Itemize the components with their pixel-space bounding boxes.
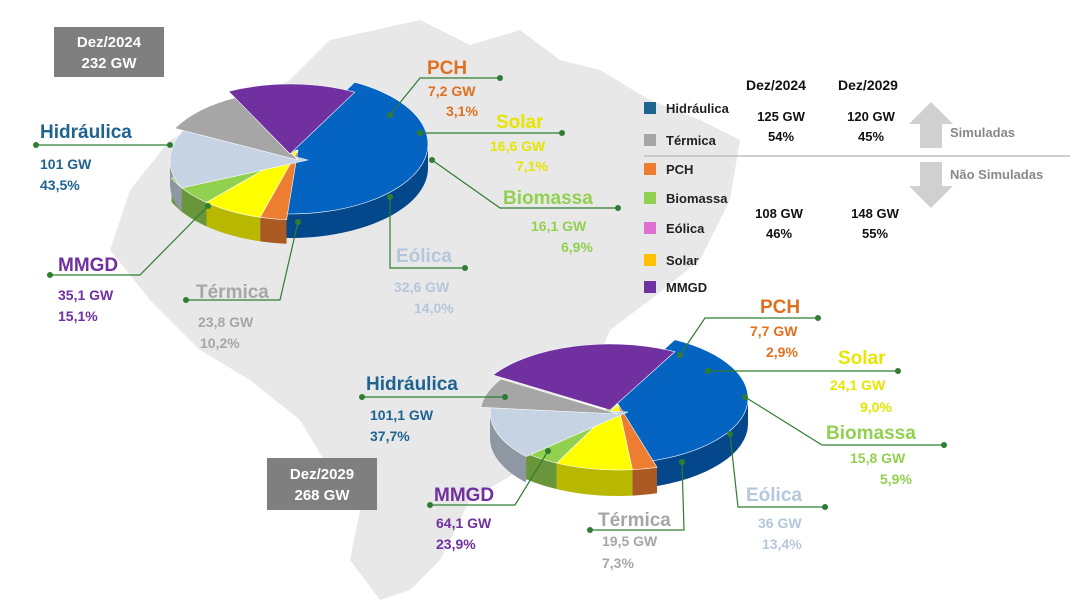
label-2024-solar: Solar [496,112,544,133]
legend-swatch-pch [644,163,656,175]
value-2024-hidraulica-gw: 101 GW [40,156,92,172]
legend-label-termica: Térmica [666,133,717,148]
value-2024-solar-gw: 16,6 GW [490,138,546,154]
legend-swatch-termica [644,134,656,146]
labels-2024: Hidráulica 101 GW 43,5% PCH 7,2 GW 3,1% … [33,58,621,351]
label-2024-termica: Térmica [196,282,269,303]
nao-simuladas-2029-pct: 55% [862,226,888,241]
simuladas-2029-gw: 120 GW [847,109,895,124]
label-2024-eolica: Eólica [396,246,452,267]
value-2029-solar-pct: 9,0% [860,399,892,415]
arrow-up-icon [909,102,953,148]
legend-swatch-mmgd [644,281,656,293]
value-2029-mmgd-gw: 64,1 GW [436,515,492,531]
value-2029-eolica-pct: 13,4% [762,536,802,552]
value-2029-termica-pct: 7,3% [602,555,634,571]
pie-slice-mmgd [228,83,356,155]
total-box-2029-value: 268 GW [294,487,350,504]
nao-simuladas-2024-gw: 108 GW [755,206,803,221]
value-2029-termica-gw: 19,5 GW [602,533,658,549]
legend-label-eolica: Eólica [666,221,705,236]
total-box-2024-title: Dez/2024 [77,34,142,51]
value-2024-biomassa-gw: 16,1 GW [531,218,587,234]
legend-label-mmgd: MMGD [666,280,707,295]
value-2024-pch-gw: 7,2 GW [428,83,476,99]
pie-chart-2029 [480,339,749,496]
pie-side-solar [556,463,633,496]
pie-side-pch [260,217,287,244]
value-2029-solar-gw: 24,1 GW [830,377,886,393]
simuladas-2029-pct: 45% [858,129,884,144]
pie-side-solar [206,202,261,242]
total-box-2029: Dez/2029 268 GW [267,458,377,510]
value-2029-pch-gw: 7,7 GW [750,323,798,339]
label-2029-hidraulica: Hidráulica [366,374,458,395]
label-2029-pch: PCH [760,297,800,318]
legend-label-biomassa: Biomassa [666,191,728,206]
nao-simuladas-2024-pct: 46% [766,226,792,241]
legend-swatch-solar [644,254,656,266]
pie-side-pch [632,467,657,496]
value-2024-mmgd-pct: 15,1% [58,308,98,324]
summary-table: Dez/2024 Dez/2029 125 GW 54% 120 GW 45% … [644,77,1070,241]
value-2024-termica-gw: 23,8 GW [198,314,254,330]
value-2029-biomassa-gw: 15,8 GW [850,450,906,466]
value-2024-termica-pct: 10,2% [200,335,240,351]
value-2029-biomassa-pct: 5,9% [880,471,912,487]
total-box-2024-value: 232 GW [81,55,137,72]
legend-swatch-eolica [644,222,656,234]
arrow-down-icon [909,162,953,208]
value-2029-pch-pct: 2,9% [766,344,798,360]
label-2029-mmgd: MMGD [434,485,494,506]
label-2029-termica: Térmica [598,510,671,531]
pie-slice-mmgd [492,343,676,411]
table-header-2029: Dez/2029 [838,77,898,93]
simuladas-2024-gw: 125 GW [757,109,805,124]
simuladas-2024-pct: 54% [768,129,794,144]
legend-swatch-hidraulica [644,102,656,114]
pie-side-hidráulica [648,398,748,488]
label-2029-biomassa: Biomassa [826,423,916,444]
value-2024-hidraulica-pct: 43,5% [40,177,80,193]
total-box-2029-title: Dez/2029 [290,466,354,483]
legend-label-hidraulica: Hidráulica [666,101,730,116]
value-2029-mmgd-pct: 23,9% [436,536,476,552]
pie-slice-térmica [174,96,299,161]
label-2024-mmgd: MMGD [58,255,118,276]
pie-slice-eólica [169,128,309,189]
nao-simuladas-label: Não Simuladas [950,167,1043,182]
value-2029-hidraulica-gw: 101,1 GW [370,407,434,423]
label-2029-eolica: Eólica [746,485,802,506]
pie-side-eólica [490,412,527,483]
label-2029-solar: Solar [838,348,886,369]
pie-side-hidráulica [278,144,428,238]
value-2024-eolica-gw: 32,6 GW [394,279,450,295]
value-2024-solar-pct: 7,1% [516,158,548,174]
label-2024-biomassa: Biomassa [503,188,593,209]
legend-label-pch: PCH [666,162,693,177]
pie-side-eólica [170,160,182,213]
label-2024-pch: PCH [427,58,467,79]
legend-swatch-biomassa [644,192,656,204]
legend-label-solar: Solar [666,253,699,268]
simuladas-label: Simuladas [950,125,1015,140]
table-header-2024: Dez/2024 [746,77,806,93]
legend: Hidráulica Térmica PCH Biomassa Eólica S… [644,101,730,295]
label-2024-hidraulica: Hidráulica [40,122,132,143]
value-2024-eolica-pct: 14,0% [414,300,454,316]
nao-simuladas-2029-gw: 148 GW [851,206,899,221]
value-2024-pch-pct: 3,1% [446,103,478,119]
pie-slice-térmica [480,378,619,415]
value-2024-mmgd-gw: 35,1 GW [58,287,114,303]
pie-side-biomassa [516,448,557,490]
value-2029-hidraulica-pct: 37,7% [370,428,410,444]
total-box-2024: Dez/2024 232 GW [54,27,164,77]
pie-slice-eólica [489,405,629,457]
value-2029-eolica-gw: 36 GW [758,515,802,531]
labels-2029: Hidráulica 101,1 GW 37,7% PCH 7,7 GW 2,9… [359,297,947,571]
value-2024-biomassa-pct: 6,9% [561,239,593,255]
